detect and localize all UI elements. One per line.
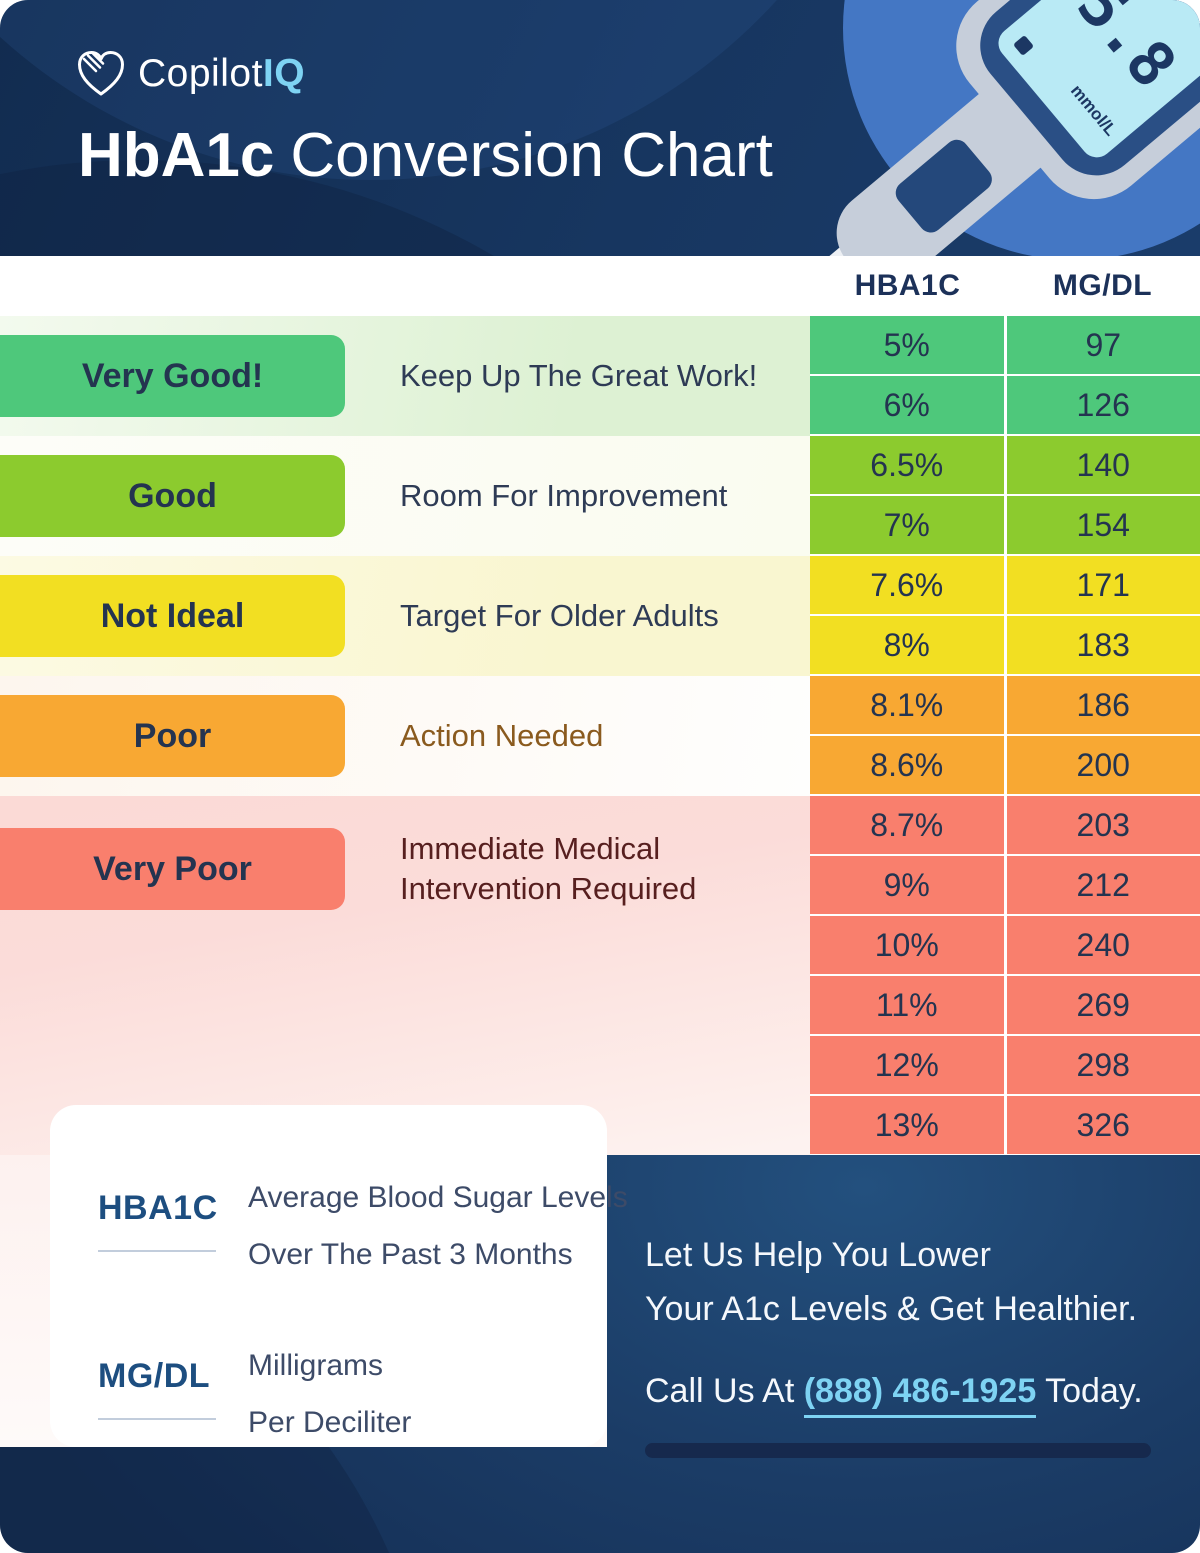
page-title-bold: HbA1c [78, 121, 275, 190]
legend-definition-line: Average Blood Sugar Levels [248, 1181, 628, 1214]
mgdl-value-cell: 154 [1006, 496, 1200, 554]
tier-badge-good: Good [0, 455, 345, 537]
tier-band-not-ideal: Not Ideal Target For Older Adults [0, 556, 810, 676]
hba1c-value-cell: 6.5% [810, 436, 1004, 494]
column-header-hba1c: HBA1C [854, 269, 961, 302]
tier-description-very-poor: Immediate Medical Intervention Required [400, 796, 696, 941]
cta-call-line: Call Us At (888) 486-1925 Today. [645, 1372, 1143, 1418]
hba1c-value-cell: 6% [810, 376, 1004, 434]
page-title: HbA1c Conversion Chart [78, 120, 773, 191]
hba1c-value-cell: 7% [810, 496, 1004, 554]
legend-card: HBA1C Average Blood Sugar Levels Over The … [50, 1105, 628, 1447]
column-header-mgdl: MG/DL [1052, 269, 1153, 302]
tier-description-poor: Action Needed [400, 676, 603, 796]
hba1c-value-cell: 8.6% [810, 736, 1004, 794]
mgdl-value-cell: 212 [1006, 856, 1200, 914]
legend-underline [98, 1250, 216, 1252]
tier-description-line: Target For Older Adults [400, 598, 719, 633]
phone-link[interactable]: (888) 486-1925 [803, 1372, 1037, 1418]
tier-badge-poor: Poor [0, 695, 345, 777]
hba1c-value-cell: 9% [810, 856, 1004, 914]
header: CopilotIQ HbA1c Conversion Chart [0, 0, 1200, 256]
page-title-rest: Conversion Chart [290, 121, 773, 190]
hba1c-value-cell: 11% [810, 976, 1004, 1034]
mgdl-value-cell: 140 [1006, 436, 1200, 494]
tier-description-very-good: Keep Up The Great Work! [400, 316, 757, 436]
mgdl-value-cell: 200 [1006, 736, 1200, 794]
cta-divider [645, 1443, 1151, 1458]
legend-term-label: HBA1C [98, 1189, 218, 1227]
tier-description-line: Keep Up The Great Work! [400, 358, 758, 393]
legend-underline [98, 1418, 216, 1420]
hba1c-value-cell: 5% [810, 316, 1004, 374]
tier-band-poor: Poor Action Needed [0, 676, 810, 796]
hba1c-value-cell: 8.1% [810, 676, 1004, 734]
cta-call-suffix: Today. [1036, 1372, 1143, 1410]
tier-badge-very-poor: Very Poor [0, 828, 345, 910]
legend-entry-mgdl: MG/DL Milligrams Per Deciliter [98, 1345, 587, 1451]
tier-badge-very-good: Very Good! [0, 335, 345, 417]
tier-description-line: Immediate Medical [400, 830, 661, 866]
cta-headline-line1: Let Us Help You Lower [645, 1236, 991, 1274]
legend-definition: Average Blood Sugar Levels Over The Past … [248, 1169, 628, 1283]
hba1c-value-cell: 13% [810, 1096, 1004, 1154]
mgdl-value-cell: 97 [1006, 316, 1200, 374]
conversion-table: 5% 97 6% 126 6.5% 140 7% 154 7.6% 171 8% 183 8.1% 186… [810, 316, 1200, 1154]
mgdl-value-cell: 186 [1006, 676, 1200, 734]
tier-description-line: Room For Improvement [400, 478, 728, 513]
legend-entry-hba1c: HBA1C Average Blood Sugar Levels Over The … [98, 1177, 628, 1283]
mgdl-value-cell: 326 [1006, 1096, 1200, 1154]
brand-logo: CopilotIQ [76, 50, 305, 98]
legend-definition-line: Per Deciliter [248, 1406, 412, 1439]
brand-name: CopilotIQ [138, 52, 306, 95]
legend-term-label: MG/DL [98, 1357, 211, 1395]
mgdl-value-cell: 171 [1006, 556, 1200, 614]
mgdl-value-cell: 269 [1006, 976, 1200, 1034]
tier-description-not-ideal: Target For Older Adults [400, 556, 719, 676]
tier-badge-not-ideal: Not Ideal [0, 575, 345, 657]
hba1c-value-cell: 12% [810, 1036, 1004, 1094]
hba1c-value-cell: 8.7% [810, 796, 1004, 854]
legend-definition-line: Over The Past 3 Months [248, 1238, 573, 1271]
mgdl-value-cell: 240 [1006, 916, 1200, 974]
tier-band-very-poor: Very Poor Immediate Medical Intervention R… [0, 796, 810, 1156]
cta-headline-line2: Your A1c Levels & Get Healthier. [645, 1290, 1138, 1328]
legend-term-block: HBA1C [98, 1189, 248, 1283]
hba1c-value-cell: 10% [810, 916, 1004, 974]
heart-logo-icon [78, 51, 124, 96]
mgdl-value-cell: 183 [1006, 616, 1200, 674]
cta-call-prefix: Call Us At [645, 1372, 804, 1410]
hba1c-value-cell: 7.6% [810, 556, 1004, 614]
tier-band-very-good: Very Good! Keep Up The Great Work! [0, 316, 810, 436]
tier-description-line: Action Needed [400, 718, 604, 753]
hba1c-value-cell: 8% [810, 616, 1004, 674]
legend-definition-line: Milligrams [248, 1349, 383, 1382]
tier-band-good: Good Room For Improvement [0, 436, 810, 556]
brand-name-accent: IQ [262, 52, 306, 95]
tier-description-good: Room For Improvement [400, 436, 727, 556]
mgdl-value-cell: 203 [1006, 796, 1200, 854]
table-header-row: HBA1C MG/DL [0, 256, 1200, 316]
mgdl-value-cell: 126 [1006, 376, 1200, 434]
cta-headline: Let Us Help You Lower Your A1c Levels & … [645, 1228, 1137, 1336]
glucose-meter-illustration: 5.8 mmol/L [820, 0, 1200, 256]
mgdl-value-cell: 298 [1006, 1036, 1200, 1094]
tier-description-line: Intervention Required [400, 870, 697, 906]
legend-definition: Milligrams Per Deciliter [248, 1337, 411, 1451]
legend-term-block: MG/DL [98, 1357, 248, 1451]
